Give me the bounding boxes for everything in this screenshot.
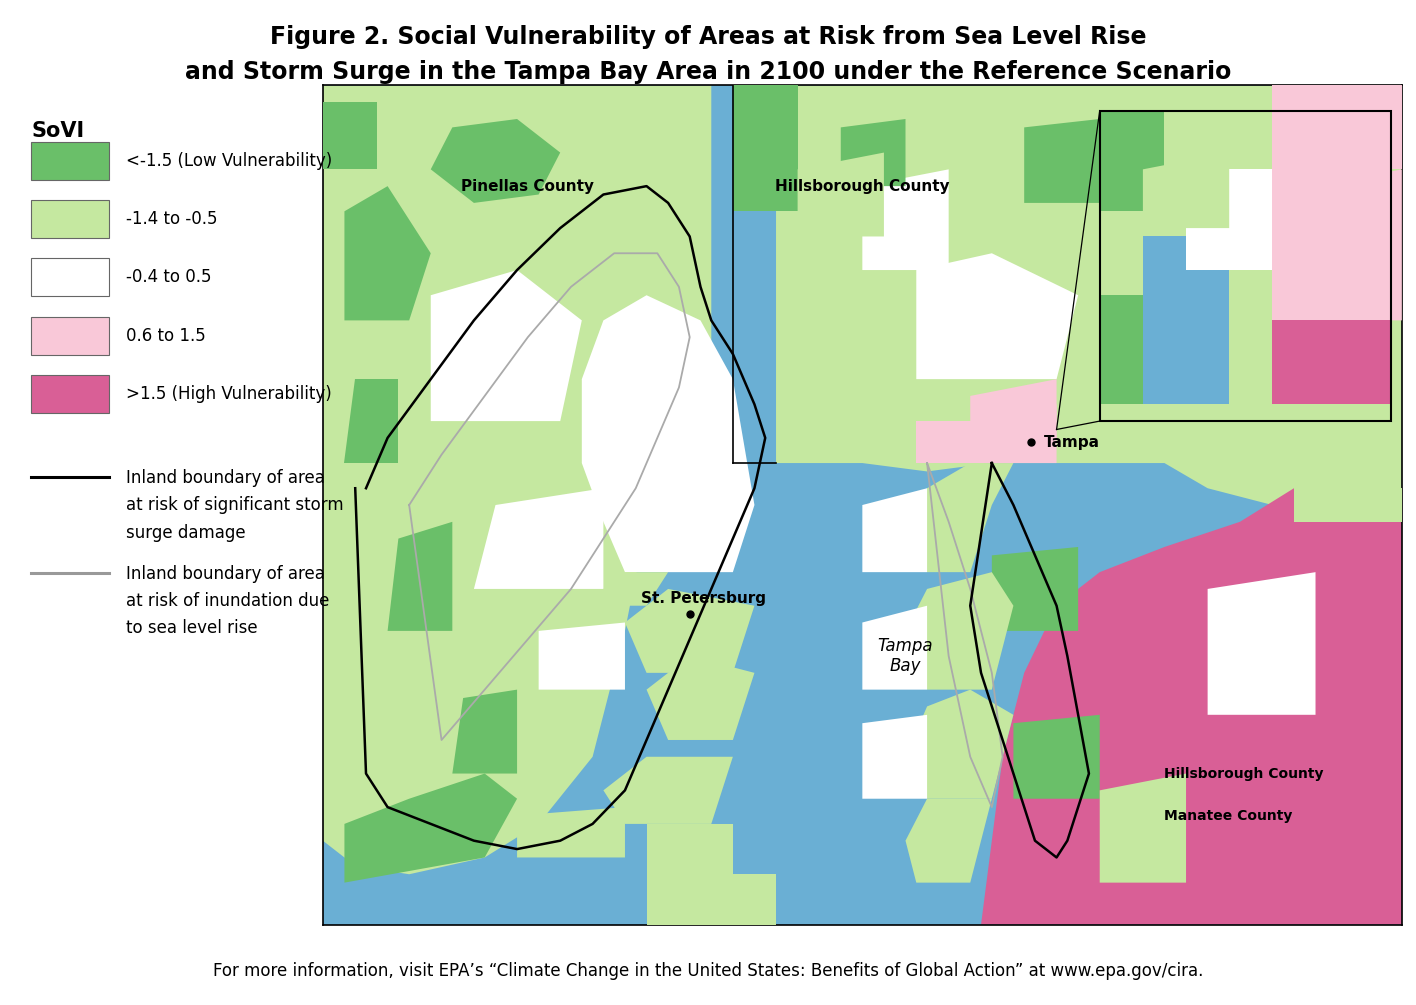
Polygon shape <box>1208 572 1315 715</box>
Text: >1.5 (High Vulnerability): >1.5 (High Vulnerability) <box>126 385 331 403</box>
Polygon shape <box>1143 153 1229 228</box>
Polygon shape <box>1100 295 1143 404</box>
Polygon shape <box>582 295 755 572</box>
Polygon shape <box>916 421 991 463</box>
Polygon shape <box>388 522 452 631</box>
Polygon shape <box>797 153 884 236</box>
Polygon shape <box>1164 354 1250 421</box>
Polygon shape <box>776 85 1402 505</box>
Polygon shape <box>991 404 1056 463</box>
Polygon shape <box>1014 715 1100 799</box>
Polygon shape <box>430 119 561 203</box>
Polygon shape <box>916 253 1078 379</box>
Polygon shape <box>1143 236 1229 404</box>
Polygon shape <box>1100 111 1164 211</box>
Text: to sea level rise: to sea level rise <box>126 619 258 637</box>
Text: 0.6 to 1.5: 0.6 to 1.5 <box>126 327 205 345</box>
Polygon shape <box>841 119 905 186</box>
Polygon shape <box>1294 488 1402 522</box>
Polygon shape <box>1187 169 1273 270</box>
Polygon shape <box>1024 119 1100 203</box>
Polygon shape <box>1273 321 1391 404</box>
Polygon shape <box>862 606 927 689</box>
Text: at risk of significant storm: at risk of significant storm <box>126 496 344 515</box>
Text: Pinellas County: Pinellas County <box>462 179 595 194</box>
Text: Inland boundary of area: Inland boundary of area <box>126 565 324 583</box>
Polygon shape <box>647 824 733 874</box>
Text: Inland boundary of area: Inland boundary of area <box>126 469 324 487</box>
Polygon shape <box>733 85 797 211</box>
Polygon shape <box>1273 85 1402 169</box>
Text: Tampa: Tampa <box>1044 434 1100 449</box>
Text: surge damage: surge damage <box>126 524 245 542</box>
Polygon shape <box>647 874 776 925</box>
Text: Manatee County: Manatee County <box>1164 808 1293 822</box>
Text: Hillsborough County: Hillsborough County <box>1164 767 1324 781</box>
Polygon shape <box>1100 111 1391 421</box>
Text: -0.4 to 0.5: -0.4 to 0.5 <box>126 268 211 286</box>
Text: For more information, visit EPA’s “Climate Change in the United States: Benefits: For more information, visit EPA’s “Clima… <box>212 962 1204 980</box>
Polygon shape <box>538 622 624 689</box>
Polygon shape <box>905 799 991 882</box>
Text: St. Petersburg: St. Petersburg <box>641 591 766 606</box>
Bar <box>1100 111 1391 421</box>
Text: SoVI: SoVI <box>31 121 85 141</box>
Polygon shape <box>323 85 711 874</box>
Polygon shape <box>970 379 1056 438</box>
Polygon shape <box>1100 169 1208 253</box>
Polygon shape <box>474 488 603 589</box>
Polygon shape <box>624 589 755 673</box>
Text: Tampa
Bay: Tampa Bay <box>878 636 933 675</box>
Text: <-1.5 (Low Vulnerability): <-1.5 (Low Vulnerability) <box>126 152 333 170</box>
Polygon shape <box>905 572 1014 689</box>
Polygon shape <box>905 689 1014 799</box>
Polygon shape <box>862 715 927 799</box>
Polygon shape <box>991 547 1078 631</box>
Polygon shape <box>323 103 377 169</box>
Polygon shape <box>582 572 668 606</box>
Polygon shape <box>1273 270 1359 354</box>
Text: at risk of inundation due: at risk of inundation due <box>126 592 330 610</box>
Polygon shape <box>862 488 927 572</box>
Polygon shape <box>344 186 430 321</box>
Polygon shape <box>1100 774 1187 882</box>
Polygon shape <box>905 463 1014 572</box>
Polygon shape <box>647 656 755 740</box>
Polygon shape <box>430 270 582 421</box>
Polygon shape <box>517 807 624 857</box>
Polygon shape <box>603 757 733 824</box>
Polygon shape <box>1229 119 1315 211</box>
Polygon shape <box>344 379 398 463</box>
Polygon shape <box>452 689 517 774</box>
Polygon shape <box>1273 111 1391 404</box>
Polygon shape <box>344 774 517 882</box>
Polygon shape <box>1315 169 1402 321</box>
Polygon shape <box>862 169 949 270</box>
Text: Figure 2. Social Vulnerability of Areas at Risk from Sea Level Rise: Figure 2. Social Vulnerability of Areas … <box>270 25 1146 49</box>
Text: -1.4 to -0.5: -1.4 to -0.5 <box>126 210 218 228</box>
Polygon shape <box>970 488 1402 925</box>
Text: and Storm Surge in the Tampa Bay Area in 2100 under the Reference Scenario: and Storm Surge in the Tampa Bay Area in… <box>185 60 1231 84</box>
Text: Hillsborough County: Hillsborough County <box>775 179 950 194</box>
